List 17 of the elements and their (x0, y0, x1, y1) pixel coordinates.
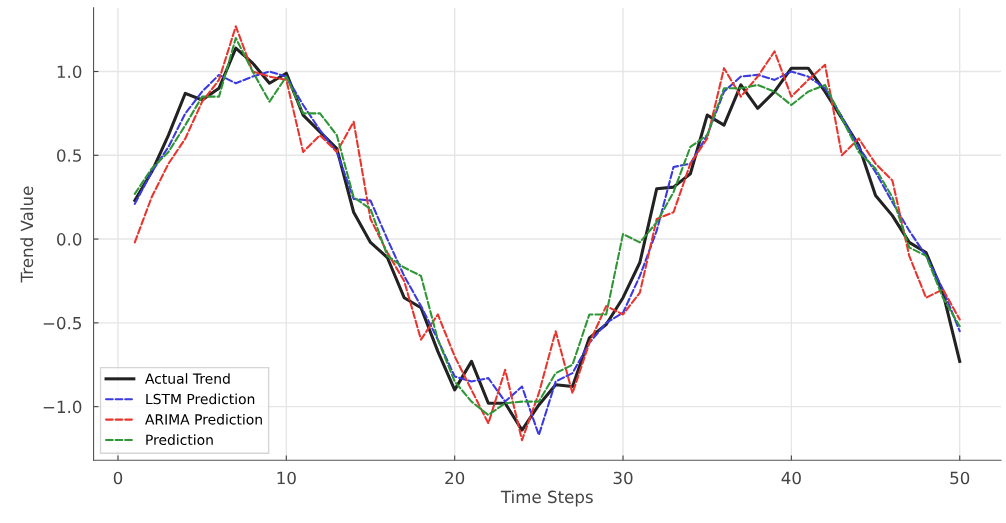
legend-label: ARIMA Prediction (145, 413, 262, 425)
x-tick-label: 0 (113, 471, 123, 485)
x-tick-label: 30 (613, 471, 633, 485)
y-tick-label: −1.0 (43, 400, 82, 414)
y-tick-label: 0.5 (57, 149, 81, 162)
x-tick-label: 20 (445, 471, 465, 485)
legend-label: LSTM Prediction (146, 393, 255, 405)
x-tick-label: 40 (781, 471, 801, 485)
legend-label: Actual Trend (145, 373, 230, 384)
y-tick-label: 0.0 (57, 233, 82, 246)
x-tick-label: 50 (950, 471, 970, 485)
x-axis-title: Time Steps (500, 490, 593, 507)
y-tick-label: 1.0 (57, 65, 82, 79)
y-axis-title: Trend Value (20, 186, 34, 283)
x-tick-label: 10 (277, 471, 296, 485)
legend-label: Prediction (146, 434, 213, 446)
y-tick-label: −0.5 (43, 316, 81, 330)
